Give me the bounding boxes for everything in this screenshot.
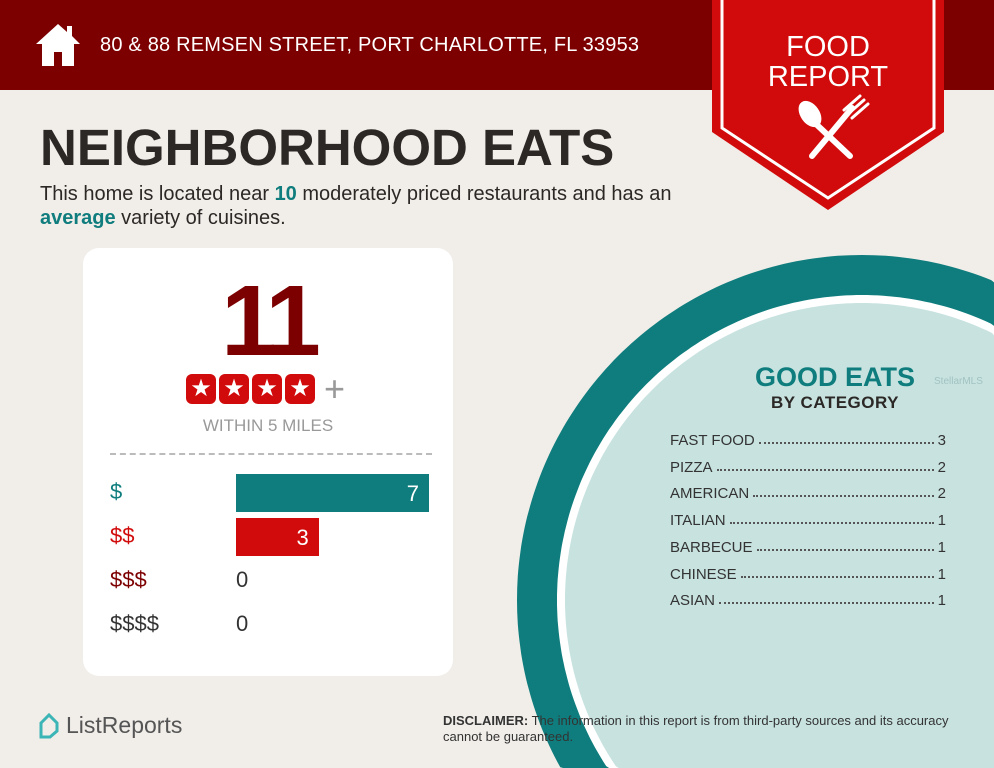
category-count: 1: [937, 592, 946, 610]
category-item: ITALIAN 1: [670, 512, 946, 529]
dot-leader: [729, 512, 934, 525]
star-icon: ★: [219, 374, 249, 404]
logo-icon: [39, 712, 59, 738]
category-name: AMERICAN: [670, 485, 750, 503]
price-row: $7: [110, 474, 440, 512]
price-row: $$ 3: [110, 518, 440, 556]
total-count: 11: [221, 265, 321, 377]
categories-subtitle: BY CATEGORY: [771, 393, 899, 412]
page-title: NEIGHBORHOOD EATS: [40, 119, 615, 176]
price-count: 0: [236, 611, 249, 636]
category-name: ASIAN: [670, 592, 716, 610]
star-rating: ★ ★ ★ ★ +: [186, 368, 346, 409]
price-bar: 7: [236, 474, 429, 512]
dot-leader: [719, 592, 934, 605]
price-count: 0: [236, 567, 249, 592]
category-count: 1: [937, 538, 946, 556]
price-label: $: [110, 479, 123, 504]
restaurant-count-card: 11 ★ ★ ★ ★ + WITHIN 5 MILES $7 $$ 3 $$$ 0 $$$$ 0: [83, 248, 453, 676]
category-name: PIZZA: [670, 458, 713, 476]
category-name: CHINESE: [670, 565, 737, 583]
categories-title: GOOD EATS: [754, 362, 915, 392]
price-label: $$$: [110, 567, 147, 592]
listreports-logo: ListReports: [38, 712, 182, 739]
plus-icon: +: [324, 368, 346, 409]
category-item: FAST FOOD 3: [670, 432, 946, 449]
price-label: $$: [110, 523, 135, 548]
dot-leader: [758, 432, 934, 444]
category-name: FAST FOOD: [670, 432, 755, 449]
watermark: StellarMLS: [934, 376, 983, 387]
description: This home is located near 10 moderately …: [40, 183, 672, 229]
dot-leader: [716, 459, 934, 471]
dot-leader: [753, 485, 934, 498]
disclaimer: DISCLAIMER: The information in this repo…: [443, 713, 949, 744]
star-icon: ★: [186, 374, 216, 404]
category-item: BARBECUE 1: [670, 539, 946, 556]
price-label: $$$$: [110, 611, 159, 636]
category-count: 1: [937, 512, 946, 530]
price-row: $$$$ 0: [110, 606, 440, 644]
dot-leader: [740, 566, 934, 578]
category-count: 2: [937, 485, 946, 503]
within-label: WITHIN 5 MILES: [202, 416, 334, 435]
category-item: PIZZA 2: [670, 459, 946, 476]
category-item: AMERICAN 2: [670, 485, 946, 502]
category-name: ITALIAN: [670, 512, 726, 530]
category-item: ASIAN 1: [670, 592, 946, 609]
category-count: 3: [937, 432, 946, 449]
price-bar: 3: [236, 518, 319, 556]
badge-line1: FOOD: [786, 31, 870, 63]
dot-leader: [756, 539, 934, 551]
home-icon: [36, 24, 80, 66]
spoon-fork-icon: [798, 94, 870, 159]
category-count: 2: [937, 458, 946, 476]
category-count: 1: [937, 565, 946, 583]
price-row: $$$ 0: [110, 562, 440, 600]
category-item: CHINESE 1: [670, 566, 946, 583]
food-report-badge: [712, 0, 944, 210]
star-icon: ★: [285, 374, 315, 404]
circle-inner-light-teal: [565, 303, 994, 768]
address: 80 & 88 REMSEN STREET, PORT CHARLOTTE, F…: [100, 34, 640, 56]
star-icon: ★: [252, 374, 282, 404]
badge-line2: REPORT: [767, 61, 889, 93]
divider: [110, 453, 432, 455]
category-name: BARBECUE: [670, 538, 753, 556]
